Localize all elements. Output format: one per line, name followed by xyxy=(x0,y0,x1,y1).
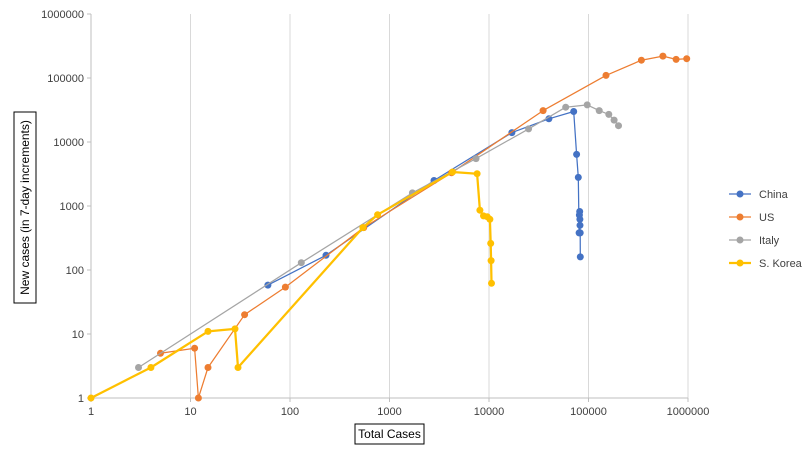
legend-label: S. Korea xyxy=(759,258,803,270)
legend-item-italy: Italy xyxy=(729,235,780,247)
data-point-italy xyxy=(135,364,142,371)
legend-label: US xyxy=(759,212,774,224)
y-tick-label: 10000 xyxy=(53,137,84,149)
legend-swatch-marker xyxy=(736,190,744,198)
data-point-italy xyxy=(583,101,591,109)
y-tick-label: 1000 xyxy=(60,201,84,213)
data-point-italy xyxy=(615,122,622,130)
data-point-us xyxy=(204,364,212,371)
tick-labels: 1 10 100 1000 10000 100000 1000000 1 10 100 1000 10… xyxy=(41,9,709,418)
data-point-italy xyxy=(605,110,613,118)
data-point-china xyxy=(576,229,584,237)
series-layer xyxy=(87,52,691,402)
data-point-us xyxy=(602,71,610,79)
data-point-china xyxy=(545,115,553,123)
data-point-italy xyxy=(595,107,603,115)
data-point-china xyxy=(573,150,581,158)
y-tick-label: 100 xyxy=(66,265,84,277)
legend-label: China xyxy=(759,189,789,201)
data-point-s-korea xyxy=(204,327,212,335)
data-point-us xyxy=(637,56,645,64)
legend-swatch-marker xyxy=(736,213,744,221)
x-axis-title-group: Total Cases xyxy=(354,423,425,445)
data-point-china xyxy=(570,108,578,115)
data-point-china xyxy=(576,215,584,223)
data-point-china xyxy=(574,173,582,181)
data-point-italy xyxy=(610,116,618,124)
data-point-s-korea xyxy=(487,257,495,265)
x-tick-label: 10 xyxy=(184,406,196,418)
data-point-s-korea xyxy=(473,170,481,178)
data-point-us xyxy=(241,311,249,319)
data-point-us xyxy=(659,52,667,60)
y-tick-label: 1 xyxy=(78,393,84,405)
data-point-s-korea xyxy=(486,215,494,223)
data-point-italy xyxy=(562,103,570,111)
legend-item-s-korea: S. Korea xyxy=(729,258,803,270)
legend-swatch-marker xyxy=(736,236,744,244)
series-line-china xyxy=(267,110,581,286)
data-point-italy xyxy=(525,125,533,133)
y-tick-label: 10 xyxy=(72,329,84,341)
data-point-us xyxy=(281,283,289,291)
gridlines xyxy=(90,14,689,398)
data-point-italy xyxy=(472,155,480,163)
y-tick-label: 1000000 xyxy=(41,9,84,21)
series-line-italy xyxy=(138,104,619,369)
legend-label: Italy xyxy=(759,235,780,247)
x-tick-label: 1000000 xyxy=(667,406,710,418)
data-point-s-korea xyxy=(87,394,95,402)
x-tick-label: 100000 xyxy=(570,406,607,418)
data-point-us xyxy=(683,55,691,63)
series-line-us xyxy=(160,55,687,399)
data-point-china xyxy=(576,253,584,261)
data-point-s-korea xyxy=(359,224,367,232)
data-point-us xyxy=(194,394,202,402)
y-axis-title-group: New cases (in 7-day increments) xyxy=(13,111,37,304)
data-point-s-korea xyxy=(231,325,239,333)
data-point-s-korea xyxy=(488,279,495,287)
data-point-s-korea xyxy=(374,211,382,219)
data-point-china xyxy=(576,208,584,215)
series-china xyxy=(264,108,584,289)
x-axis-title-box xyxy=(354,423,425,445)
data-point-china xyxy=(576,221,584,229)
legend-swatch-marker xyxy=(736,259,744,267)
legend: China US Italy S. Korea xyxy=(729,189,803,270)
x-tick-label: 100 xyxy=(281,406,299,418)
data-point-s-korea xyxy=(476,206,484,214)
series-s-korea xyxy=(87,168,495,402)
y-axis-title: New cases (in 7-day increments) xyxy=(18,120,32,295)
x-axis-title: Total Cases xyxy=(358,427,421,441)
data-point-italy xyxy=(297,259,305,267)
x-tick-label: 10000 xyxy=(474,406,505,418)
legend-item-us: US xyxy=(729,212,774,224)
data-point-us xyxy=(539,107,547,115)
data-point-s-korea xyxy=(487,239,495,247)
x-tick-label: 1000 xyxy=(377,406,401,418)
legend-item-china: China xyxy=(729,189,789,201)
axes xyxy=(87,13,689,402)
data-point-s-korea xyxy=(147,364,155,371)
y-axis-title-box xyxy=(13,111,37,304)
data-point-s-korea xyxy=(234,364,242,371)
y-tick-label: 100000 xyxy=(47,73,84,85)
data-point-us xyxy=(191,344,199,352)
data-point-s-korea xyxy=(449,168,456,176)
series-line-s-korea xyxy=(90,170,493,400)
data-point-us xyxy=(672,55,680,63)
x-tick-label: 1 xyxy=(88,406,94,418)
